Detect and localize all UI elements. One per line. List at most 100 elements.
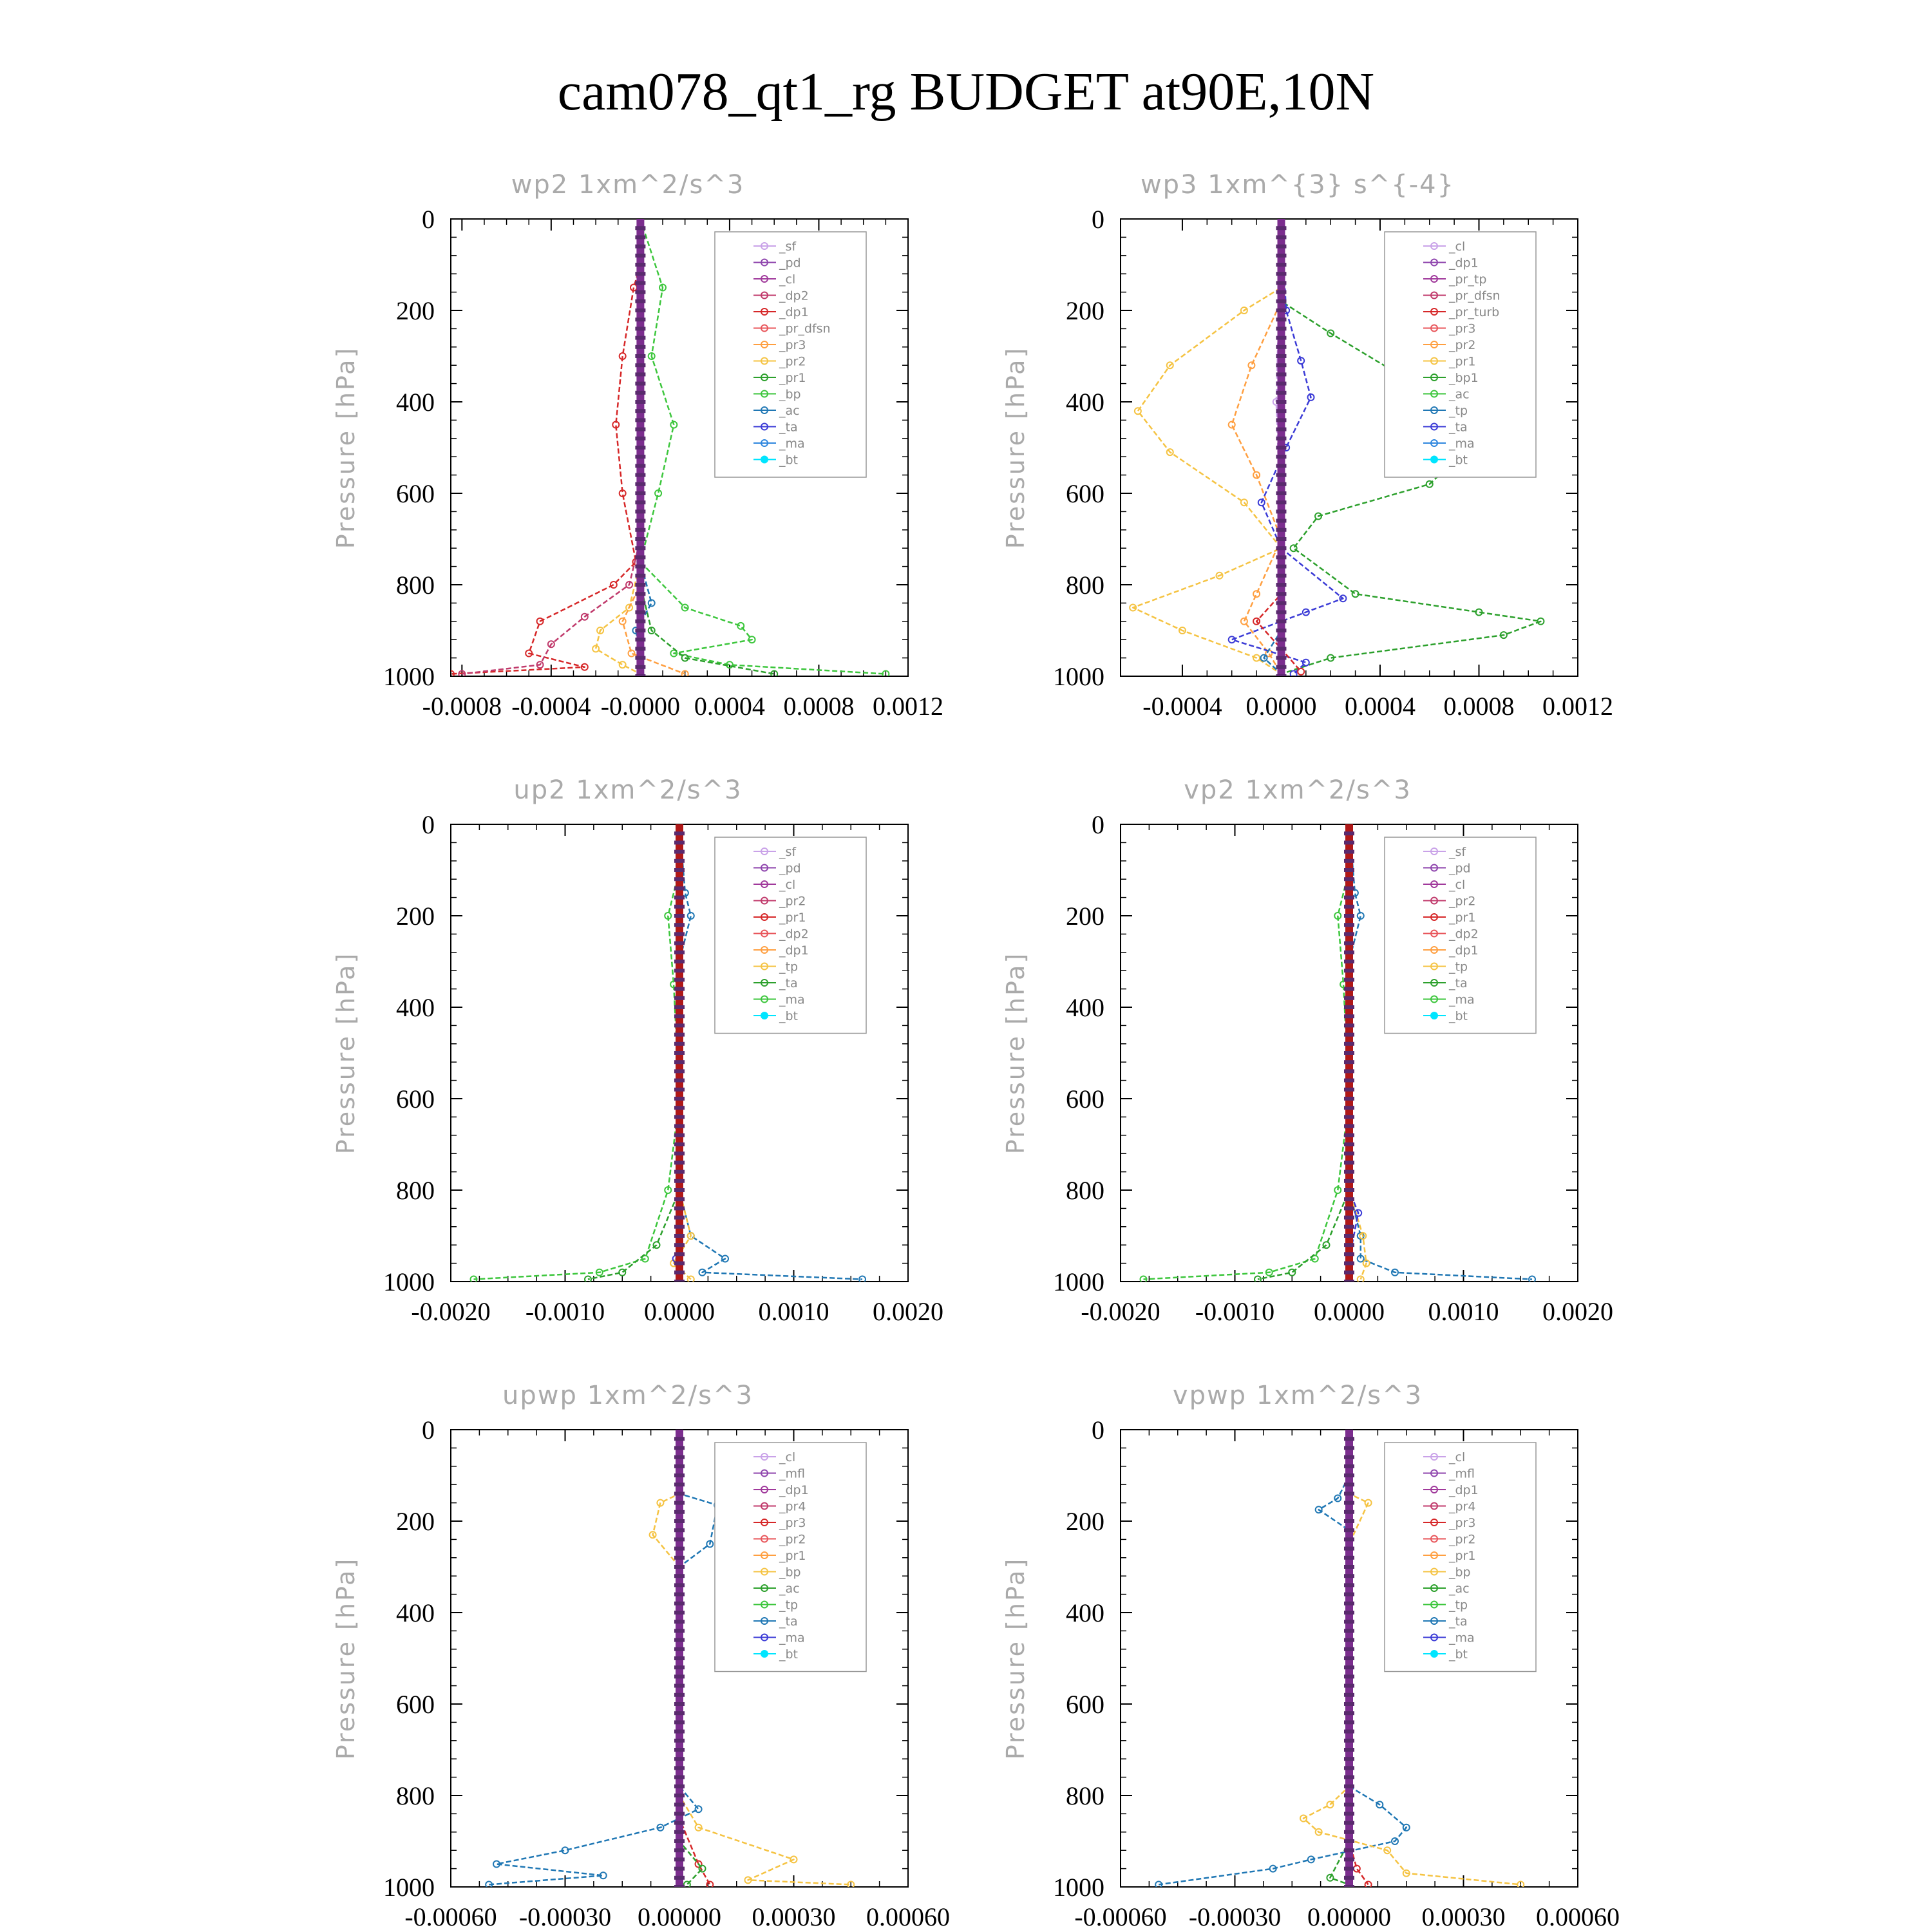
bt-marker <box>1344 1446 1354 1450</box>
legend-label: _cl <box>1448 240 1465 254</box>
legend-marker <box>1430 1486 1438 1493</box>
bt-marker <box>1276 244 1287 249</box>
series-marker <box>1227 636 1236 644</box>
bt-marker <box>674 1692 685 1697</box>
series-marker <box>654 489 663 497</box>
legend-label: _ta <box>779 1615 798 1629</box>
y-tick-label: 0 <box>422 205 435 234</box>
bt-marker <box>674 978 685 982</box>
y-tick-label: 0 <box>1092 1416 1104 1444</box>
series-marker <box>1129 603 1137 612</box>
series-marker <box>1391 1837 1399 1845</box>
bt-marker <box>635 427 646 431</box>
legend-marker <box>1430 1012 1438 1019</box>
bt-marker <box>1344 932 1354 936</box>
series-marker <box>687 1275 695 1282</box>
y-tick-label: 200 <box>396 902 435 931</box>
bt-marker <box>635 299 646 303</box>
bt-marker <box>674 1775 685 1779</box>
bt-marker <box>1276 482 1287 486</box>
bt-marker <box>1344 1087 1354 1092</box>
bt-marker <box>1276 455 1287 459</box>
legend-label: _cl <box>779 878 795 892</box>
bt-marker <box>674 1683 685 1688</box>
legend-box <box>714 837 867 1034</box>
bt-marker <box>1344 1775 1354 1779</box>
bt-marker <box>1276 299 1287 303</box>
bt-marker <box>674 1766 685 1770</box>
series-line-dp1 <box>451 219 641 675</box>
bt-marker <box>1344 1097 1354 1101</box>
legend-label: _ta <box>1448 421 1468 435</box>
legend-marker <box>1430 324 1438 332</box>
series-marker <box>647 352 656 360</box>
y-tick-label: 800 <box>1066 1781 1104 1810</box>
bt-marker <box>674 1106 685 1110</box>
bt-marker <box>1344 1611 1354 1615</box>
bt-marker <box>1276 555 1287 560</box>
legend-label: _pr1 <box>779 911 806 925</box>
bt-marker <box>674 1574 685 1578</box>
bt-marker <box>1344 1280 1354 1282</box>
y-tick-label: 1000 <box>383 1873 435 1902</box>
bt-marker <box>674 1197 685 1202</box>
series-marker <box>599 1871 607 1880</box>
legend-marker <box>761 406 768 414</box>
legend-label: _ac <box>779 1582 800 1596</box>
x-tick-label: 0.00000 <box>638 1902 721 1931</box>
bt-marker <box>1344 1565 1354 1569</box>
series-line-dp1 <box>473 824 681 1280</box>
legend-label: _pr1 <box>1448 1549 1475 1563</box>
bt-marker <box>674 1857 685 1862</box>
y-tick-label: 200 <box>396 1507 435 1536</box>
bt-marker <box>674 849 685 854</box>
chart-panel-3: up2 1xm^2/s^3 Pressure [hPa] 0 200 400 600 800… <box>332 775 943 1326</box>
series-marker <box>1297 667 1305 676</box>
bt-marker <box>1344 1473 1354 1477</box>
bt-marker <box>635 354 646 358</box>
bt-marker <box>1344 1051 1354 1055</box>
series-line-pr1 <box>1302 1430 1521 1886</box>
bt-marker <box>1344 1620 1354 1624</box>
bt-marker <box>674 1087 685 1092</box>
bt-marker <box>1344 1729 1354 1734</box>
series-marker <box>1528 1275 1536 1282</box>
legend-marker <box>761 390 768 398</box>
y-tick-label: 1000 <box>1053 1267 1104 1296</box>
series-marker <box>1402 1869 1410 1877</box>
legend-label: _pr1 <box>1448 911 1475 925</box>
legend-label: _mfl <box>1448 1467 1475 1481</box>
legend-marker <box>1430 406 1438 414</box>
series-marker <box>1326 1873 1334 1882</box>
legend-box <box>1384 1442 1537 1672</box>
legend-marker <box>1430 896 1438 905</box>
series-line-dp2 <box>462 219 641 675</box>
bt-marker <box>1344 1866 1354 1871</box>
legend-label: _dp1 <box>1448 256 1479 270</box>
y-tick-label: 800 <box>1066 571 1104 600</box>
bt-marker <box>1344 1784 1354 1788</box>
bt-marker <box>1344 1692 1354 1697</box>
bt-marker <box>1344 1537 1354 1542</box>
series-marker <box>1307 393 1315 401</box>
series-marker <box>1425 480 1434 488</box>
series-marker <box>458 670 466 676</box>
legend-marker <box>761 962 768 971</box>
series-marker <box>1351 590 1359 598</box>
bt-marker <box>674 1270 685 1274</box>
legend-marker <box>761 258 768 267</box>
bt-marker <box>1344 923 1354 927</box>
bt-marker <box>674 1665 685 1670</box>
bt-marker <box>1344 1060 1354 1065</box>
bt-marker <box>674 1611 685 1615</box>
legend-label: _ta <box>779 976 798 990</box>
bt-marker <box>674 858 685 863</box>
bt-marker <box>1344 1848 1354 1853</box>
legend-marker <box>1430 1502 1438 1510</box>
x-tick-label: 0.0020 <box>1542 1297 1613 1326</box>
bt-marker <box>1276 336 1287 340</box>
y-tick-label: 1000 <box>1053 1873 1104 1902</box>
series-marker <box>618 489 627 497</box>
legend-marker <box>1430 308 1438 316</box>
bt-marker <box>635 263 646 267</box>
